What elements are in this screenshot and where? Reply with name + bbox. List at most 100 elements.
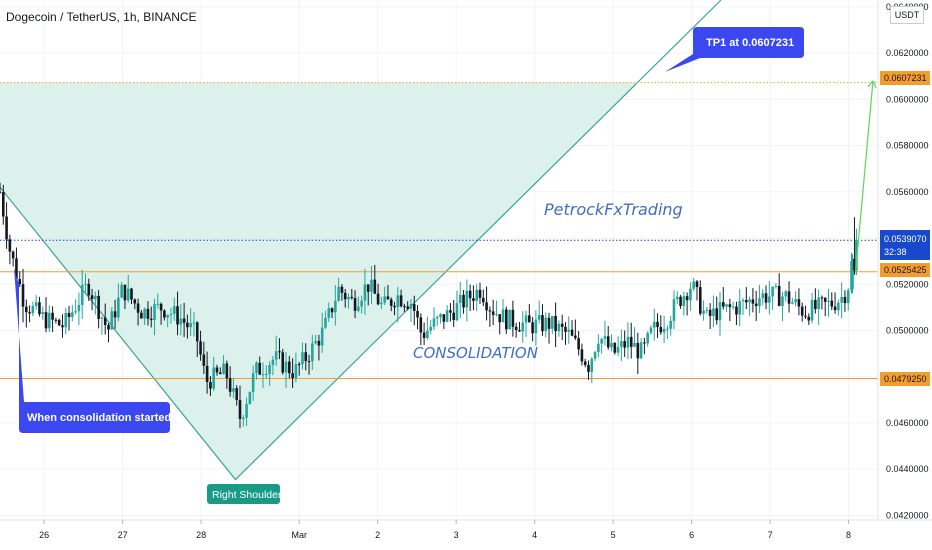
candle: [159, 302, 163, 325]
candle: [692, 277, 696, 292]
candle: [738, 288, 742, 327]
candle: [94, 291, 97, 315]
candle: [587, 360, 590, 380]
candle: [123, 284, 127, 309]
candle: [708, 303, 712, 329]
candle: [702, 300, 705, 321]
candle: [149, 306, 153, 328]
candle: [11, 250, 15, 267]
candle: [659, 315, 663, 335]
candle: [54, 317, 58, 324]
candle: [731, 301, 735, 310]
candle: [156, 293, 160, 309]
candle: [120, 282, 123, 299]
candle: [458, 281, 462, 319]
candle: [337, 277, 340, 302]
candle: [514, 322, 518, 338]
candle: [718, 291, 722, 336]
candle: [679, 294, 682, 309]
candle: [623, 330, 626, 357]
time-tick-label: 7: [768, 530, 773, 540]
candle: [28, 305, 31, 323]
candle: [600, 337, 603, 354]
time-tick-label: 6: [689, 530, 694, 540]
candle: [228, 366, 232, 397]
price-tick-label: 0.0500000: [886, 325, 929, 335]
candle: [429, 320, 432, 335]
candle: [1, 184, 5, 225]
candle: [593, 350, 597, 362]
candle: [781, 291, 784, 322]
candle: [495, 300, 498, 317]
candle: [261, 362, 265, 389]
candle: [491, 299, 495, 326]
candle: [419, 313, 423, 346]
candle: [570, 320, 574, 337]
candle: [843, 290, 847, 312]
candle: [307, 354, 311, 375]
candle: [768, 281, 771, 315]
candle: [777, 273, 781, 307]
current-price-label: 0.0539070: [884, 234, 927, 244]
currency-selector[interactable]: USDT: [890, 6, 924, 24]
candle: [255, 361, 258, 380]
candle: [176, 291, 179, 336]
candle: [268, 361, 271, 386]
candle: [297, 361, 301, 376]
candle: [225, 360, 229, 389]
candle: [725, 303, 728, 313]
candle: [117, 283, 120, 322]
candle: [541, 304, 544, 336]
candle: [67, 305, 71, 331]
candle: [610, 334, 613, 352]
candle: [636, 332, 640, 375]
candle: [84, 273, 87, 294]
candle: [475, 284, 479, 312]
candle: [823, 296, 827, 317]
candle: [34, 295, 38, 310]
consolidation-start-callout: When consolidation started: [14, 268, 171, 433]
candle: [432, 307, 436, 331]
time-axis[interactable]: 26 27 28 Mar 2 3 4 5 6 7 8: [39, 520, 851, 540]
candle: [113, 299, 117, 329]
candle: [488, 306, 492, 327]
candle: [317, 334, 321, 361]
candle: [590, 357, 594, 384]
candle: [837, 299, 840, 316]
right-shoulder-text: Right Shoulder: [212, 489, 282, 501]
candle: [232, 378, 235, 399]
candle: [455, 290, 459, 322]
candle: [202, 341, 206, 375]
price-tick-label: 0.0580000: [886, 141, 929, 151]
candle: [140, 310, 143, 319]
candle: [291, 358, 294, 388]
candle: [21, 268, 25, 323]
candle: [380, 296, 383, 310]
candle: [172, 297, 176, 321]
candle: [215, 364, 219, 376]
candle: [646, 331, 649, 347]
candle: [357, 296, 360, 313]
support-price-label: 0.0479250: [884, 374, 927, 384]
candle: [87, 278, 91, 302]
candle: [360, 295, 363, 314]
candle: [238, 385, 242, 429]
candle: [366, 284, 370, 306]
price-levels: [0, 82, 878, 379]
candle: [528, 304, 531, 323]
candle: [531, 317, 534, 342]
candle: [376, 283, 380, 306]
candle: [830, 292, 834, 311]
candle: [468, 284, 472, 312]
candle: [629, 322, 633, 359]
candle: [669, 315, 672, 336]
candle: [685, 292, 689, 316]
candle: [557, 320, 561, 337]
candle: [373, 264, 377, 294]
candle: [48, 305, 51, 333]
candle: [505, 306, 508, 335]
candle: [721, 287, 725, 310]
candle: [666, 325, 669, 339]
candle: [639, 338, 643, 360]
